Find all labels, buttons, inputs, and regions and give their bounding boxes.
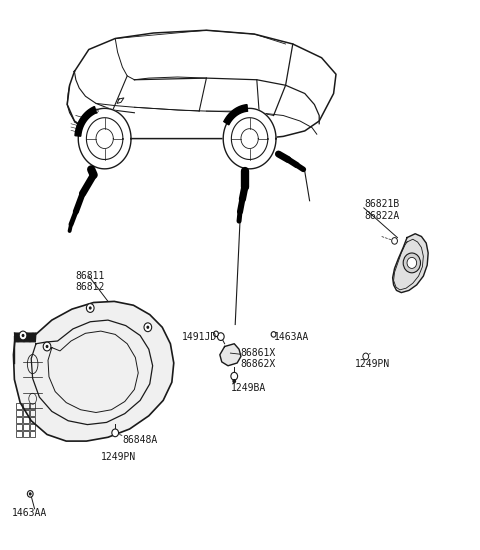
Circle shape — [29, 492, 32, 496]
Bar — [23, 410, 29, 416]
Bar — [23, 424, 29, 430]
Circle shape — [112, 429, 119, 437]
Circle shape — [271, 332, 276, 337]
Text: 86811
86812: 86811 86812 — [76, 271, 105, 293]
Text: 86821B
86822A: 86821B 86822A — [365, 199, 400, 221]
Circle shape — [214, 331, 218, 337]
Polygon shape — [393, 234, 428, 293]
Bar — [16, 424, 22, 430]
Circle shape — [231, 372, 238, 380]
Circle shape — [392, 238, 397, 244]
Bar — [23, 403, 29, 409]
Polygon shape — [223, 108, 276, 169]
Polygon shape — [13, 301, 174, 441]
Text: 86848A: 86848A — [122, 435, 157, 445]
Circle shape — [89, 306, 92, 310]
Bar — [16, 431, 22, 437]
Bar — [30, 431, 36, 437]
Circle shape — [403, 253, 420, 273]
Bar — [16, 403, 22, 409]
Circle shape — [86, 304, 94, 312]
Polygon shape — [224, 104, 248, 125]
Bar — [16, 410, 22, 416]
Text: 1249PN: 1249PN — [355, 359, 390, 369]
Bar — [30, 417, 36, 423]
Polygon shape — [220, 344, 241, 366]
Text: 1249PN: 1249PN — [101, 452, 136, 461]
Circle shape — [22, 334, 24, 337]
Bar — [23, 431, 29, 437]
Circle shape — [217, 333, 224, 340]
Circle shape — [146, 326, 149, 329]
Polygon shape — [86, 118, 123, 160]
Circle shape — [46, 345, 48, 348]
Circle shape — [407, 257, 417, 268]
Polygon shape — [231, 118, 268, 160]
Bar — [30, 424, 36, 430]
Polygon shape — [67, 30, 336, 139]
Text: 1463AA: 1463AA — [274, 332, 309, 342]
Text: 1491JD: 1491JD — [182, 332, 217, 342]
Polygon shape — [75, 107, 96, 136]
Text: 86861X
86862X: 86861X 86862X — [240, 348, 275, 370]
Circle shape — [43, 342, 51, 351]
Circle shape — [19, 331, 27, 340]
Circle shape — [232, 379, 236, 383]
Text: 1463AA: 1463AA — [12, 508, 47, 518]
Circle shape — [27, 491, 33, 497]
Bar — [30, 410, 36, 416]
Bar — [23, 417, 29, 423]
Text: 1249BA: 1249BA — [230, 383, 265, 393]
Circle shape — [144, 323, 152, 332]
Circle shape — [363, 353, 369, 360]
Polygon shape — [78, 108, 131, 169]
Bar — [30, 403, 36, 409]
Bar — [16, 417, 22, 423]
